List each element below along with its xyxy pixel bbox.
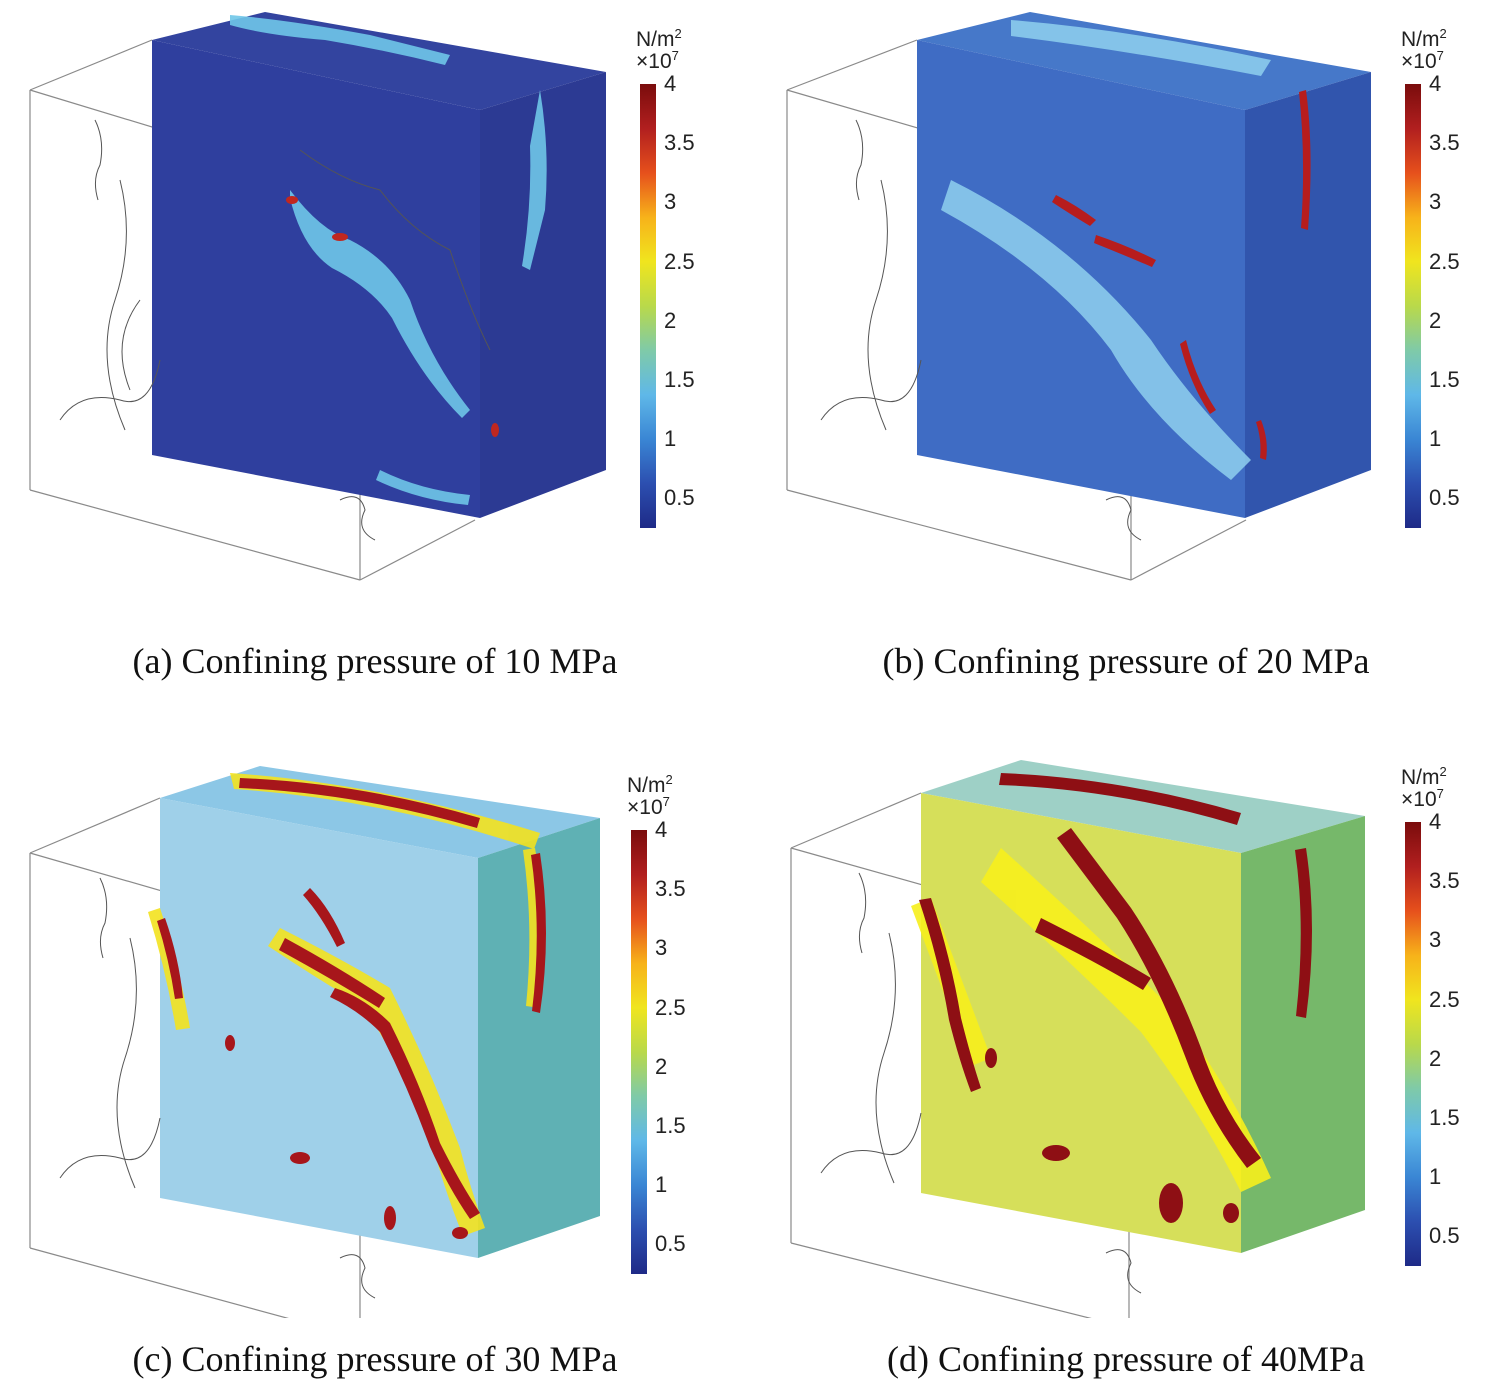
colorbar-c: N/m2 ×107 4 3.5 3 2.5 2 1.5 1 0.5 (627, 768, 717, 1288)
colorbar-gradient-b (1405, 84, 1421, 528)
colorbar-scale-a: ×107 (636, 48, 679, 73)
stress-peaks-b (1052, 90, 1311, 460)
colorbar-unit-d: N/m2 (1401, 764, 1447, 789)
colorbar-tick: 2 (1429, 1046, 1442, 1071)
colorbar-tick: 3 (664, 189, 677, 214)
colorbar-tick: 2 (1429, 308, 1442, 333)
colorbar-tick: 3 (1429, 927, 1442, 952)
colorbar-tick: 0.5 (664, 485, 695, 510)
colorbar-a: N/m2 ×107 4 3.5 3 2.5 2 1.5 1 0.5 (636, 22, 726, 542)
stress-peaks-c (157, 778, 546, 1239)
stress-peaks-d (919, 773, 1312, 1223)
colorbar-tick: 0.5 (1429, 485, 1460, 510)
colorbar-tick: 3.5 (664, 130, 695, 155)
stress-cube-d (790, 760, 1365, 1318)
panel-caption-a: (a) Confining pressure of 10 MPa (132, 641, 618, 681)
colorbar-tick: 1 (1429, 1164, 1442, 1189)
colorbar-tick: 2 (664, 308, 677, 333)
cube-side-face-a (480, 72, 606, 518)
colorbar-tick: 4 (655, 817, 668, 842)
fracture-network-d (820, 872, 1142, 1294)
colorbar-tick: 1.5 (1429, 1105, 1460, 1130)
colorbar-unit-b: N/m2 (1401, 26, 1447, 51)
panel-caption-b: (b) Confining pressure of 20 MPa (882, 641, 1370, 681)
stress-hotspots-a (230, 15, 547, 505)
fracture-network-c (59, 877, 376, 1299)
fracture-network-a (59, 119, 491, 541)
cube-side-face-c (478, 818, 600, 1258)
colorbar-gradient-d (1405, 822, 1421, 1266)
colorbar-tick: 3.5 (655, 876, 686, 901)
panel-caption-c: (c) Confining pressure of 30 MPa (132, 1339, 618, 1379)
panel-b: N/m2 ×107 4 3.5 3 2.5 2 1.5 1 0.5 (b) Co… (751, 0, 1501, 697)
cube-front-face-a (152, 40, 480, 518)
colorbar-b: N/m2 ×107 4 3.5 3 2.5 2 1.5 1 0.5 (1401, 22, 1491, 542)
panel-d: N/m2 ×107 4 3.5 3 2.5 2 1.5 1 0.5 (d) Co… (751, 698, 1501, 1395)
colorbar-unit-c: N/m2 (627, 772, 673, 797)
colorbar-tick: 2.5 (1429, 987, 1460, 1012)
colorbar-scale-d: ×107 (1401, 786, 1444, 811)
colorbar-gradient-a (640, 84, 656, 528)
cube-side-face-b (1245, 72, 1371, 518)
colorbar-tick: 2 (655, 1054, 668, 1079)
colorbar-tick: 1 (1429, 426, 1442, 451)
colorbar-tick: 0.5 (655, 1231, 686, 1256)
stress-peaks-a (286, 196, 499, 437)
stress-cube-a (29, 12, 606, 581)
colorbar-tick: 0.5 (1429, 1223, 1460, 1248)
colorbar-tick: 2.5 (664, 249, 695, 274)
colorbar-tick: 3 (655, 935, 668, 960)
colorbar-unit-a: N/m2 (636, 26, 682, 51)
colorbar-tick: 1.5 (664, 367, 695, 392)
colorbar-gradient-c (631, 830, 647, 1274)
panel-caption-d: (d) Confining pressure of 40MPa (887, 1339, 1365, 1379)
colorbar-tick: 4 (1429, 809, 1442, 834)
cube-front-face-c (160, 798, 478, 1258)
stress-cube-c (29, 766, 600, 1318)
colorbar-d: N/m2 ×107 4 3.5 3 2.5 2 1.5 1 0.5 (1401, 760, 1491, 1280)
colorbar-tick: 4 (1429, 71, 1442, 96)
colorbar-tick: 1.5 (1429, 367, 1460, 392)
colorbar-tick: 1 (655, 1172, 668, 1197)
colorbar-tick: 2.5 (1429, 249, 1460, 274)
colorbar-tick: 3.5 (1429, 130, 1460, 155)
colorbar-scale-c: ×107 (627, 794, 670, 819)
panel-c: N/m2 ×107 4 3.5 3 2.5 2 1.5 1 0.5 (c) Co… (0, 698, 750, 1395)
cube-top-face-a (152, 12, 606, 110)
colorbar-tick: 3 (1429, 189, 1442, 214)
colorbar-tick: 1 (664, 426, 677, 451)
colorbar-tick: 1.5 (655, 1113, 686, 1138)
colorbar-tick: 4 (664, 71, 677, 96)
colorbar-scale-b: ×107 (1401, 48, 1444, 73)
cube-side-face-d (1241, 816, 1365, 1253)
colorbar-tick: 3.5 (1429, 868, 1460, 893)
stress-bands-b (941, 20, 1271, 480)
stress-cube-b (786, 12, 1371, 581)
panel-a: N/m2 ×107 4 3.5 3 2.5 2 1.5 1 0.5 (a) Co… (0, 0, 750, 697)
fracture-network-b (820, 119, 1142, 541)
colorbar-tick: 2.5 (655, 995, 686, 1020)
cube-front-face-d (921, 793, 1241, 1253)
